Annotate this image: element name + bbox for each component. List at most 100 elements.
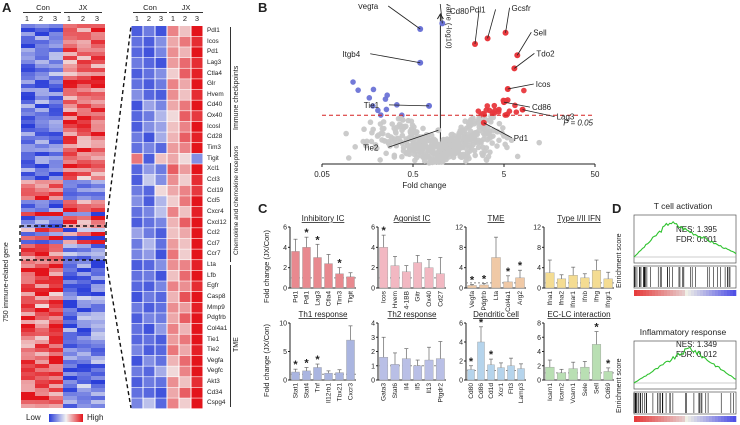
gsea-fdr-1: FDR: 0.001 [676,235,717,244]
heatmap-cell [91,304,105,309]
heatmap-cell [179,121,191,132]
heatmap-cell [63,352,77,357]
volcano-point [389,121,396,127]
heatmap-cell [143,143,155,154]
heatmap-cell [155,355,167,366]
bar-category-label: Cd69 [605,383,612,399]
bar [324,263,333,289]
heatmap-cell [131,345,143,356]
heatmap-cell [35,244,49,249]
heatmap-cell [191,26,203,37]
heatmap-cell [131,281,143,292]
zoom-group-jx-label: JX [181,3,191,12]
heatmap-cell [49,400,63,405]
heatmap-cell [49,76,63,81]
heatmap-cell [155,366,167,377]
rank-gradient-cell [655,416,659,422]
gene-callout-label: Icos [536,80,551,89]
heatmap-cell [49,232,63,237]
heatmap-cell [63,44,77,49]
volcano-point [451,142,458,148]
bar [507,365,515,381]
heatmap-cell [21,148,35,153]
heatmap-cell [91,44,105,49]
bar-category-label: Tim3 [337,291,344,306]
heatmap-cell [77,28,91,33]
rank-gradient-cell [712,290,716,296]
heatmap-cell [131,217,143,228]
rank-gradient-cell [730,416,734,422]
heatmap-cell [91,132,105,137]
bar-category-label: Lamp3 [518,383,525,403]
heatmap-cell [131,174,143,185]
rank-gradient-cell [667,416,671,422]
volcano-point [428,132,435,139]
volcano-point [462,118,468,125]
heatmap-cell [143,302,155,313]
heatmap-cell [21,136,35,141]
rank-gradient-cell [643,290,647,296]
heatmap-cell [143,366,155,377]
bar [401,358,411,381]
heatmap-cell [167,302,179,313]
gene-label: Mmp9 [207,303,225,311]
rank-gradient-cell [652,416,656,422]
bar-category-label: Sele [582,383,589,397]
heatmap-cell [191,238,203,249]
heatmap-cell [155,302,167,313]
bar-category-label: Ifng [594,291,601,302]
heatmap-cell [49,268,63,273]
legend-low-label: Low [26,413,41,422]
heatmap-cell [63,388,77,393]
heatmap-cell [21,92,35,97]
heatmap-cell [63,300,77,305]
heatmap-cell [179,238,191,249]
heatmap-cell [35,96,49,101]
heatmap-cell [191,228,203,239]
col-1-label: 1 [24,14,30,23]
significance-star: * [469,356,474,368]
heatmap-cell [91,56,105,61]
heatmap-cell [49,352,63,357]
heatmap-cell [21,120,35,125]
heatmap-cell [21,332,35,337]
heatmap-cell [35,88,49,93]
heatmap-cell [191,291,203,303]
heatmap-cell [91,96,105,101]
bar [545,272,555,289]
group-con-label: Con [36,3,50,12]
volcano-point [411,124,417,130]
bar [335,273,344,289]
bar-category-label: Tnf [315,383,322,393]
heatmap-cell [21,364,35,369]
heatmap-cell [35,360,49,365]
volcano-point [478,140,484,146]
heatmap-cell [49,80,63,85]
bar [479,284,489,289]
bar [324,372,333,381]
heatmap-cell [91,308,105,313]
bar-chart-grid: Inhibitory IC 0 2 4 6 Pd1 * Pdl1 * Lag3 Ctla4 * Tim3… [279,214,614,404]
heatmap-cell [35,196,49,201]
heatmap-cell [179,68,191,79]
heatmap-cell [131,387,143,398]
heatmap-cell [91,380,105,385]
heatmap-cell [63,156,77,161]
x-tick-label: 0.5 [407,170,419,179]
heatmap-cell [155,206,167,217]
gene-label: Pdgfrb [207,314,226,322]
volcano-point [488,134,494,140]
heatmap-cell [35,332,49,337]
heatmap-cell [49,276,63,281]
heatmap-cell [179,260,191,271]
heatmap-cell [35,348,49,353]
hit-frame [633,391,737,415]
heatmap-cell [49,212,63,217]
gene-label: Cd34 [207,388,223,396]
heatmap-cell [155,238,167,249]
heatmap-cell [49,260,63,265]
bar-y-tick-label: 0 [371,286,375,293]
heatmap-cell [91,80,105,85]
heatmap-cell [63,24,77,29]
heatmap-cell [77,172,91,177]
